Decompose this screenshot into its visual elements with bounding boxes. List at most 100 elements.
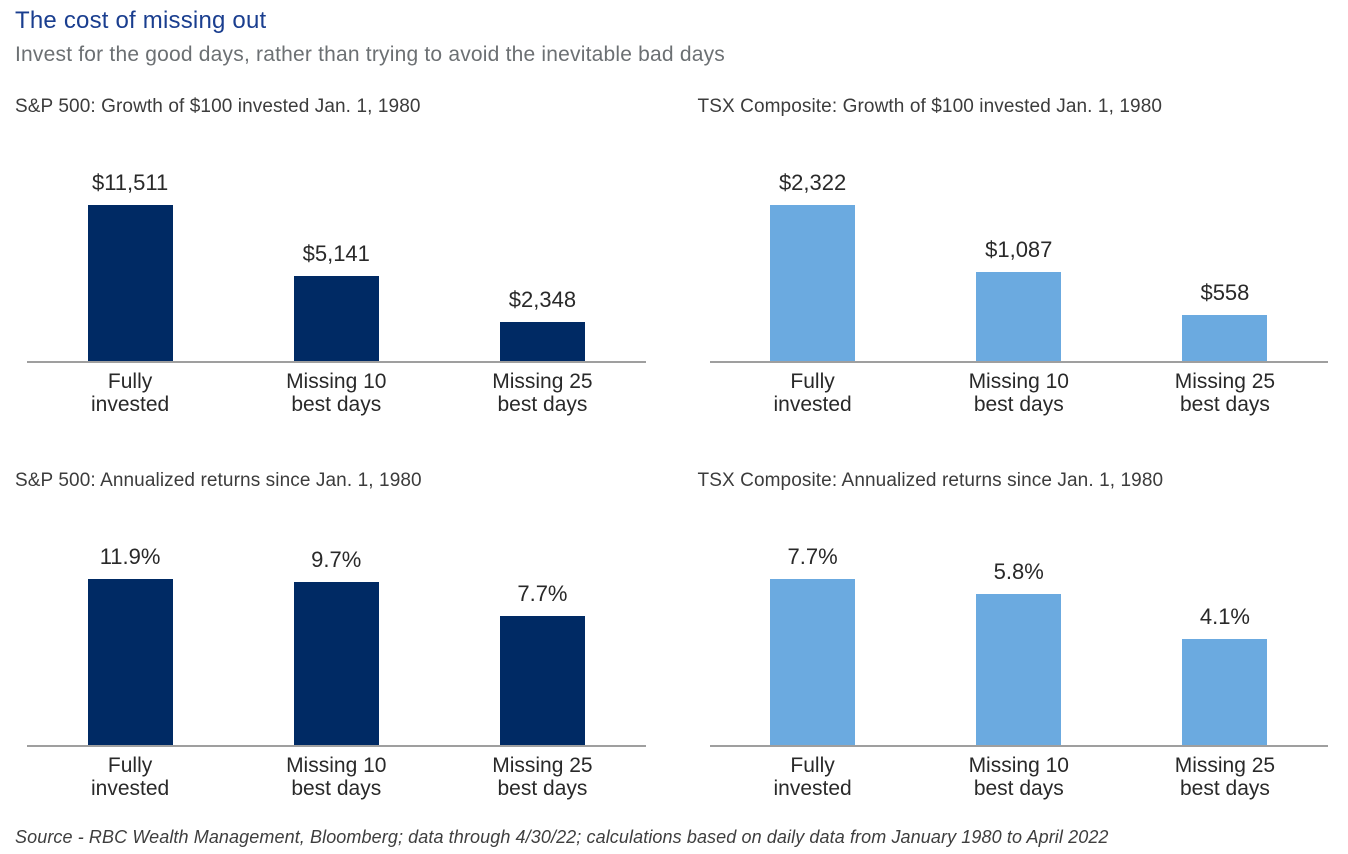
value-label: 7.7% bbox=[517, 580, 568, 606]
category-line: best days bbox=[973, 777, 1064, 800]
value-label: $11,511 bbox=[91, 170, 169, 195]
category-line: best days bbox=[1179, 777, 1270, 800]
category-label: Missing 25 best days bbox=[439, 754, 645, 800]
category-line: best days bbox=[1179, 393, 1270, 416]
bar-column: $2,322 bbox=[710, 171, 916, 361]
category-line: Missing 10 bbox=[968, 370, 1069, 393]
category-label: Fully invested bbox=[27, 754, 233, 800]
category-line: Fully bbox=[107, 754, 153, 777]
bar-column: 5.8% bbox=[916, 545, 1122, 745]
bar-column: 4.1% bbox=[1122, 545, 1328, 745]
value-label: $2,348 bbox=[508, 287, 577, 313]
chart-sp500-returns: S&P 500: Annualized returns since Jan. 1… bbox=[15, 470, 652, 800]
category-line: best days bbox=[291, 393, 382, 416]
category-line: best days bbox=[497, 777, 588, 800]
bar-column: 7.7% bbox=[710, 545, 916, 745]
value-label: 5.8% bbox=[993, 559, 1044, 585]
category-line: Missing 10 bbox=[286, 370, 387, 393]
value-label: 9.7% bbox=[311, 546, 362, 572]
chart-title: TSX Composite: Annualized returns since … bbox=[697, 470, 1164, 491]
x-axis-line bbox=[709, 745, 1328, 747]
x-axis-line bbox=[27, 745, 646, 747]
bar-column: 11.9% bbox=[27, 545, 233, 745]
category-line: Fully bbox=[790, 370, 835, 393]
bar bbox=[976, 272, 1062, 361]
bar bbox=[293, 276, 379, 361]
category-label: Missing 10 best days bbox=[916, 754, 1122, 800]
chart-sp500-growth: S&P 500: Growth of $100 invested Jan. 1,… bbox=[15, 96, 652, 416]
category-label: Missing 25 best days bbox=[1122, 370, 1328, 416]
category-line: Missing 10 bbox=[286, 754, 387, 777]
bar-area: $11,511 $5,141 $2,348 bbox=[27, 171, 646, 361]
chart-tsx-returns: TSX Composite: Annualized returns since … bbox=[698, 470, 1335, 800]
plot-area: $11,511 $5,141 $2,348 Fully bbox=[27, 171, 646, 416]
value-label: 7.7% bbox=[787, 544, 838, 569]
chart-title: S&P 500: Growth of $100 invested Jan. 1,… bbox=[15, 96, 421, 117]
value-label: $2,322 bbox=[778, 170, 847, 195]
category-line: best days bbox=[497, 393, 588, 416]
category-label: Missing 10 best days bbox=[233, 370, 439, 416]
bar bbox=[770, 579, 856, 745]
bar-column: 9.7% bbox=[233, 545, 439, 745]
category-label: Missing 10 best days bbox=[916, 370, 1122, 416]
value-label: 11.9% bbox=[99, 544, 161, 569]
bar bbox=[1182, 315, 1268, 361]
category-line: Fully bbox=[107, 370, 153, 393]
category-labels: Fully invested Missing 10 best days Miss… bbox=[710, 370, 1329, 416]
bar bbox=[770, 205, 856, 361]
category-line: best days bbox=[291, 777, 382, 800]
bar-column: $2,348 bbox=[439, 171, 645, 361]
category-line: Fully bbox=[790, 754, 835, 777]
category-line: Missing 10 bbox=[968, 754, 1069, 777]
page-title: The cost of missing out bbox=[15, 7, 267, 34]
bar-column: $558 bbox=[1122, 171, 1328, 361]
value-label: 4.1% bbox=[1199, 603, 1250, 629]
bar-column: $11,511 bbox=[27, 171, 233, 361]
category-label: Fully invested bbox=[27, 370, 233, 416]
value-label: $5,141 bbox=[302, 241, 370, 267]
category-line: invested bbox=[90, 777, 170, 800]
chart-title: S&P 500: Annualized returns since Jan. 1… bbox=[15, 470, 422, 491]
category-labels: Fully invested Missing 10 best days Miss… bbox=[27, 754, 646, 800]
bar-area: 7.7% 5.8% 4.1% bbox=[710, 545, 1329, 745]
category-labels: Fully invested Missing 10 best days Miss… bbox=[710, 754, 1329, 800]
category-line: invested bbox=[90, 393, 170, 416]
bar-column: $5,141 bbox=[233, 171, 439, 361]
plot-area: $2,322 $1,087 $558 Fully bbox=[709, 171, 1329, 416]
category-label: Missing 25 best days bbox=[439, 370, 645, 416]
bar-area: $2,322 $1,087 $558 bbox=[710, 171, 1329, 361]
chart-tsx-growth: TSX Composite: Growth of $100 invested J… bbox=[698, 96, 1335, 416]
bar-column: 7.7% bbox=[439, 545, 645, 745]
category-label: Missing 10 best days bbox=[233, 754, 439, 800]
category-label: Fully invested bbox=[710, 370, 916, 416]
charts-grid: S&P 500: Growth of $100 invested Jan. 1,… bbox=[15, 96, 1334, 800]
category-line: invested bbox=[773, 393, 852, 416]
category-line: best days bbox=[973, 393, 1064, 416]
category-label: Fully invested bbox=[710, 754, 916, 800]
category-labels: Fully invested Missing 10 best days Miss… bbox=[27, 370, 646, 416]
bar bbox=[499, 615, 585, 745]
x-axis-line bbox=[709, 361, 1328, 363]
category-line: Missing 25 bbox=[492, 370, 593, 393]
value-label: $558 bbox=[1200, 280, 1250, 306]
bar bbox=[87, 579, 173, 745]
bar-area: 11.9% 9.7% 7.7% bbox=[27, 545, 646, 745]
page-subtitle: Invest for the good days, rather than tr… bbox=[15, 43, 725, 66]
bar bbox=[976, 594, 1062, 745]
category-line: Missing 25 bbox=[492, 754, 593, 777]
plot-area: 11.9% 9.7% 7.7% Fully bbox=[27, 545, 646, 800]
value-label: $1,087 bbox=[985, 237, 1053, 263]
category-line: Missing 25 bbox=[1174, 370, 1276, 393]
bar bbox=[293, 581, 379, 745]
category-line: invested bbox=[773, 777, 852, 800]
category-line: Missing 25 bbox=[1174, 754, 1276, 777]
plot-area: 7.7% 5.8% 4.1% Fully bbox=[709, 545, 1329, 800]
bar bbox=[87, 205, 173, 361]
category-label: Missing 25 best days bbox=[1122, 754, 1328, 800]
bar bbox=[499, 322, 585, 361]
source-note: Source - RBC Wealth Management, Bloomber… bbox=[15, 827, 1109, 847]
bar bbox=[1182, 638, 1268, 745]
bar-column: $1,087 bbox=[916, 171, 1122, 361]
x-axis-line bbox=[27, 361, 646, 363]
